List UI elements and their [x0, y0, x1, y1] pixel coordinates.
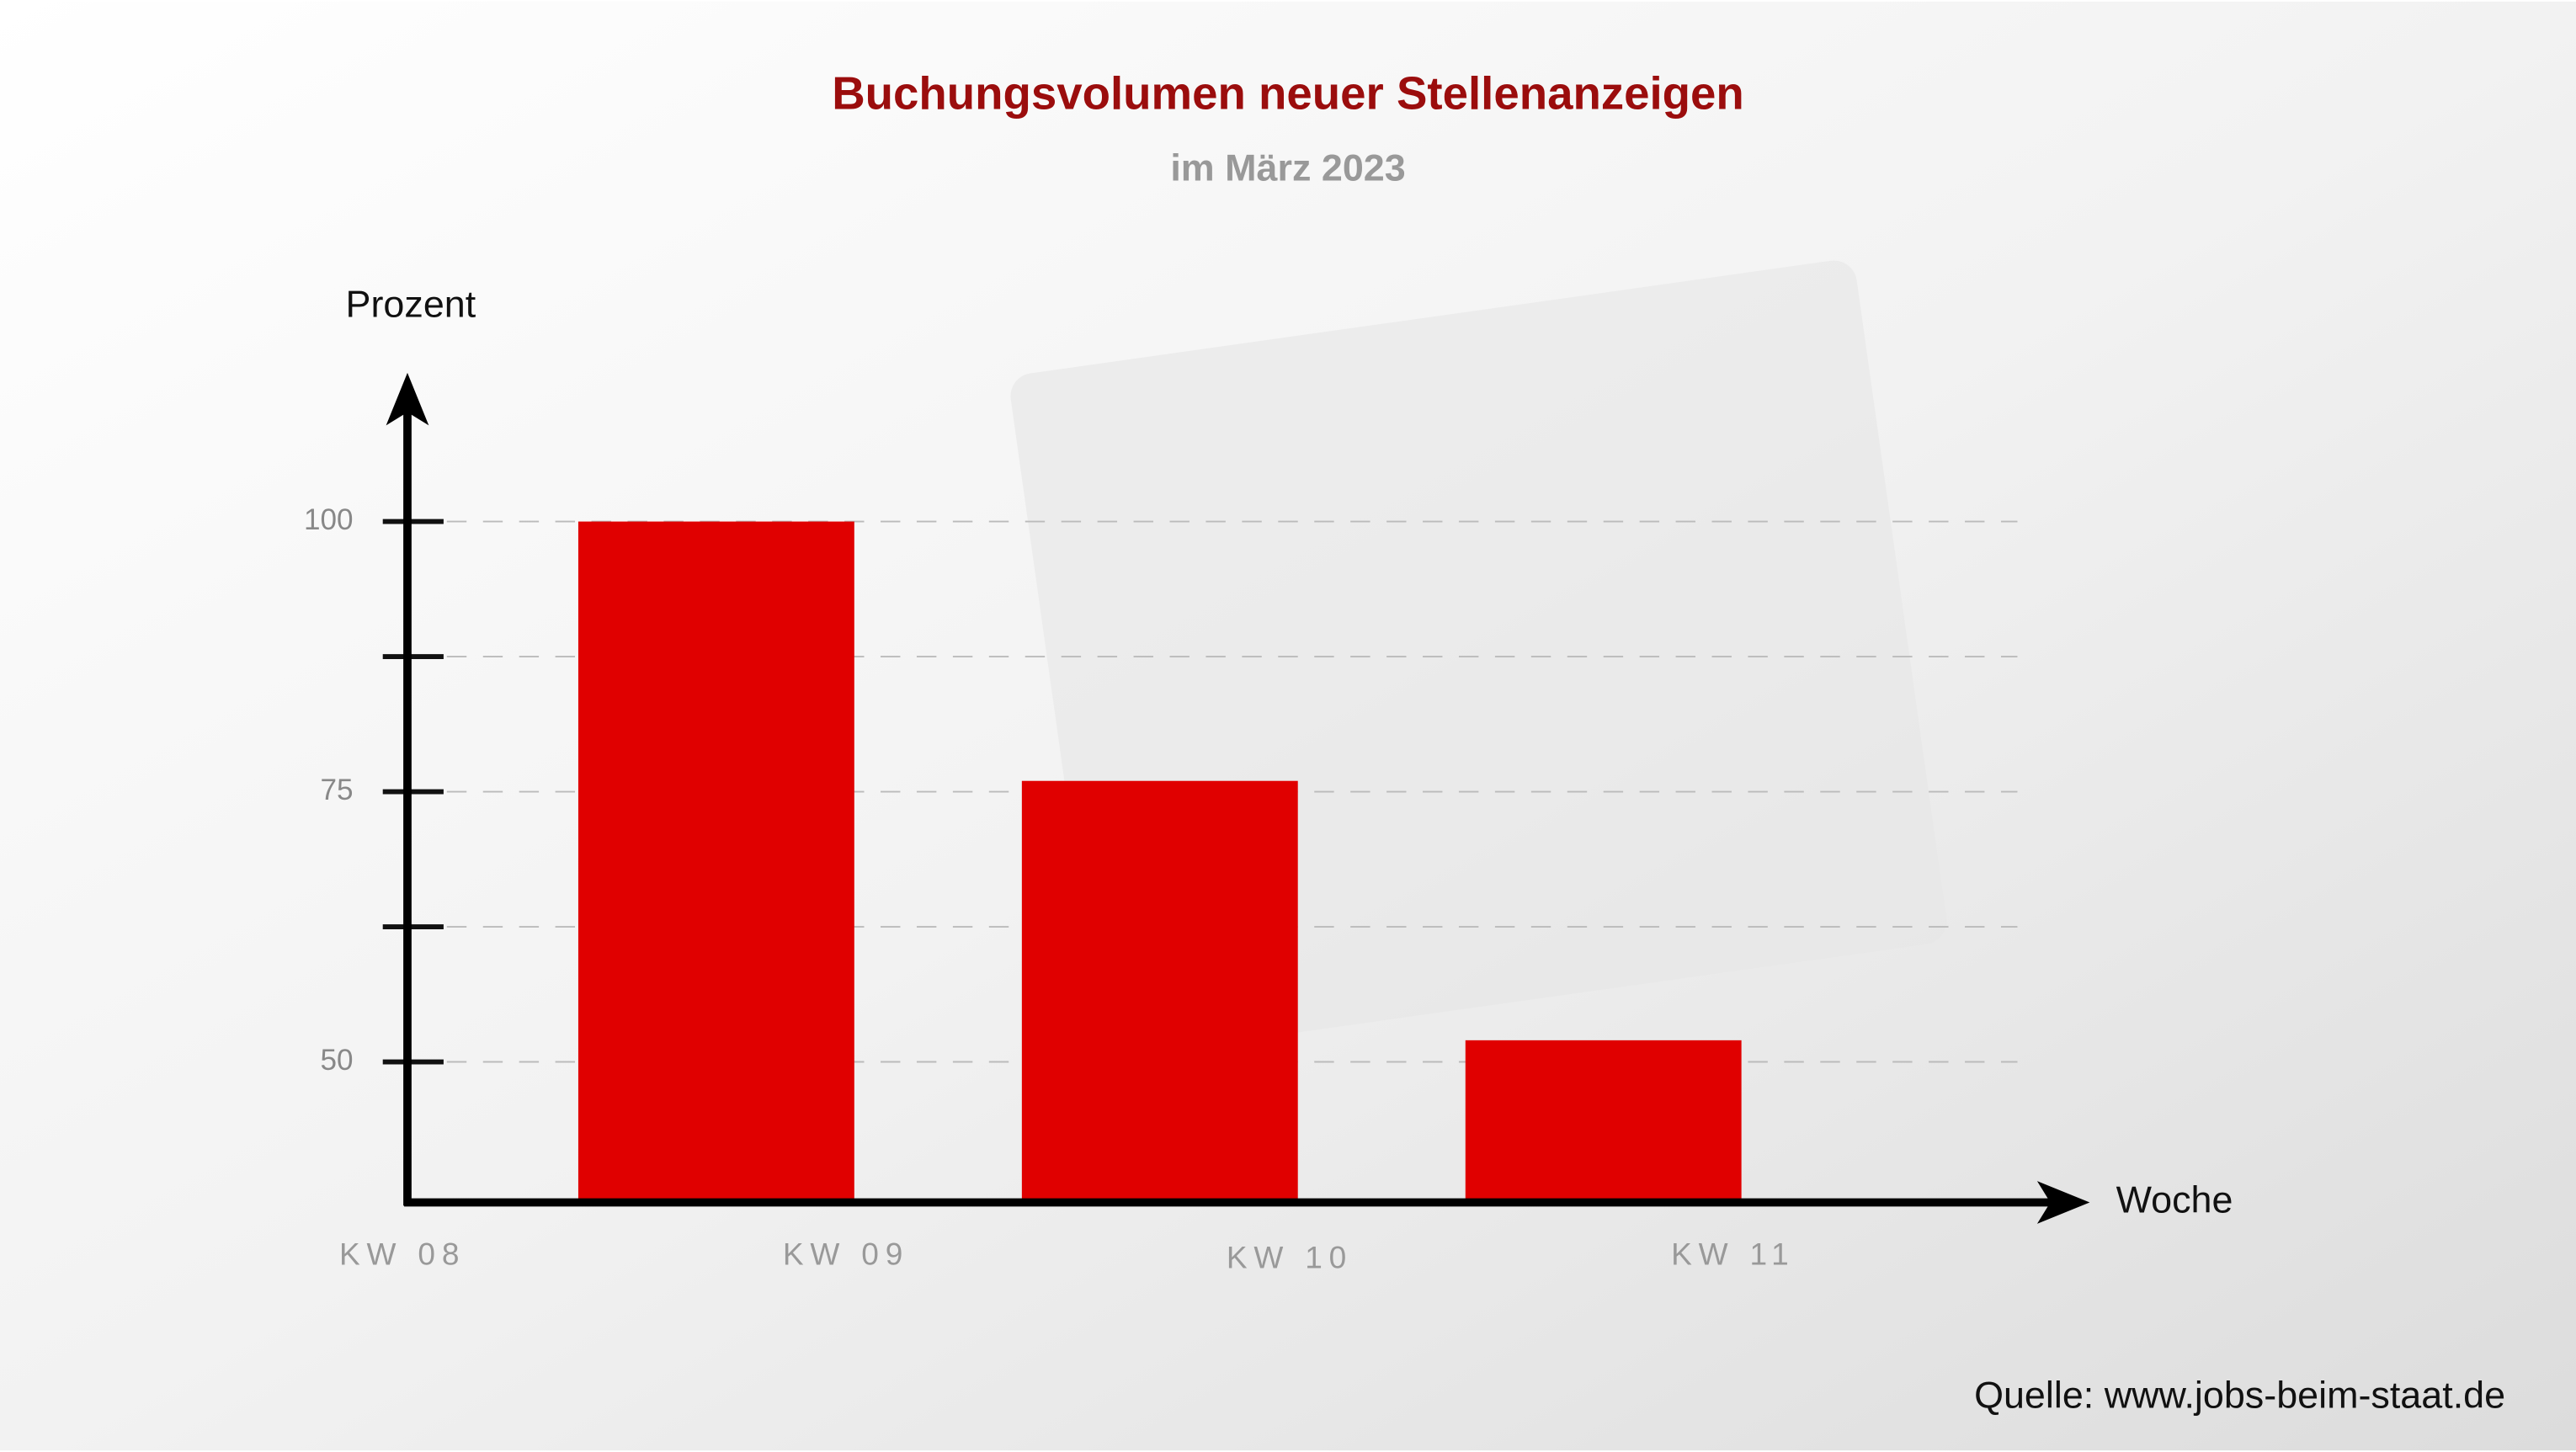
- y-axis-arrow: [386, 372, 429, 426]
- x-axis-label: Woche: [2116, 1178, 2233, 1221]
- y-tick-label: 50: [321, 1044, 354, 1077]
- y-axis-label: Prozent: [346, 283, 476, 326]
- source: Quelle: www.jobs-beim-staat.de: [1974, 1374, 2505, 1417]
- chart-title: Buchungsvolumen neuer Stellenanzeigen: [832, 68, 1744, 120]
- chart-subtitle: im März 2023: [1170, 146, 1405, 189]
- x-tick-label: KW 08: [339, 1237, 466, 1272]
- y-tick-label: 100: [304, 503, 354, 536]
- bar: [577, 521, 854, 1203]
- x-axis-arrow: [2036, 1181, 2090, 1224]
- x-tick-label: KW 10: [1227, 1240, 1353, 1275]
- x-tick-label: KW 09: [783, 1237, 909, 1272]
- x-tick-label: KW 11: [1671, 1237, 1796, 1272]
- y-tick-label: 75: [321, 774, 354, 806]
- bar: [1021, 780, 1298, 1203]
- bar: [1465, 1040, 1742, 1203]
